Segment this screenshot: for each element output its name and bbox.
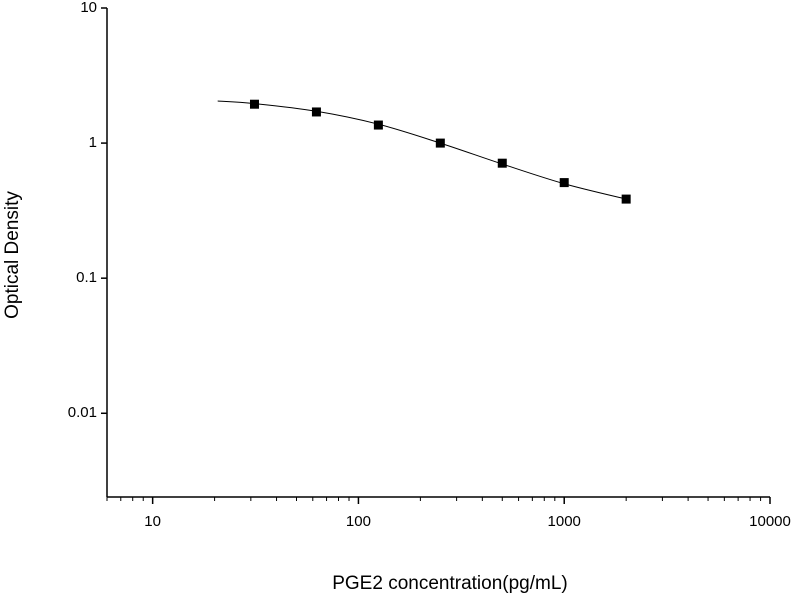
data-point — [249, 99, 259, 109]
x-tick-label: 10 — [144, 513, 161, 530]
y-axis-label: Optical Density — [2, 191, 23, 319]
y-tick-label: 0.1 — [76, 269, 97, 286]
x-axis-label: PGE2 concentration(pg/mL) — [332, 573, 568, 594]
x-tick-label: 10000 — [749, 513, 791, 530]
x-tick-label: 1000 — [548, 513, 581, 530]
data-point — [435, 138, 445, 148]
x-tick-label: 100 — [346, 513, 371, 530]
y-tick-label: 1 — [89, 134, 97, 151]
data-point — [373, 120, 383, 130]
data-point — [559, 178, 569, 188]
fit-curve — [217, 100, 627, 200]
y-tick-label: 0.01 — [68, 404, 97, 421]
data-point — [497, 158, 507, 168]
data-point — [621, 194, 631, 204]
data-point — [311, 107, 321, 117]
y-tick-label: 10 — [80, 0, 97, 16]
